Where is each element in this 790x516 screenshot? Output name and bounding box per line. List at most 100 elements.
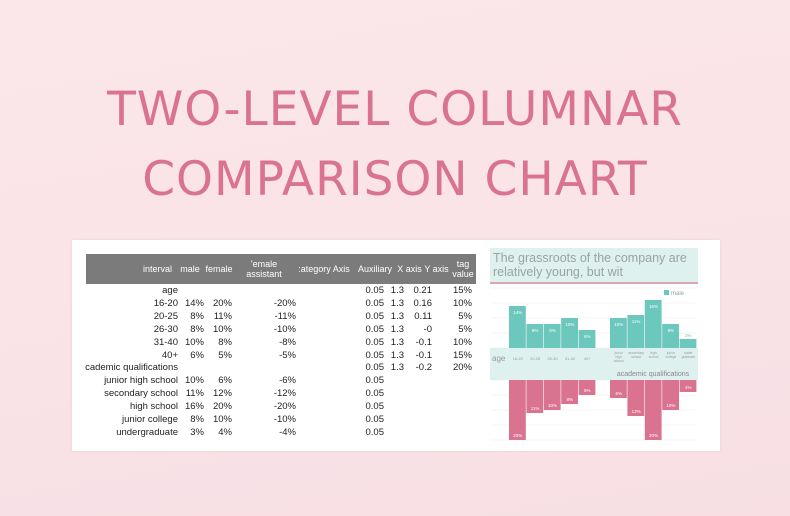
table-cell: 8% [190, 323, 204, 335]
data-label-male: 10% [614, 322, 623, 327]
tick-label: 31-40 [565, 356, 576, 361]
table-cell: 1.3 [390, 310, 404, 322]
table-cell: junior high school [104, 375, 178, 387]
table-cell: 0.05 [365, 310, 385, 322]
table-cell: 31-40 [153, 336, 178, 348]
table-cell: 0.05 [365, 414, 385, 425]
table-cell: 0.05 [365, 349, 385, 361]
data-label-male: 14% [513, 310, 522, 315]
table-cell: 8% [190, 310, 204, 322]
table-row: undergraduate 3% 4% -4% 0.05 [72, 427, 720, 440]
bar-male [509, 306, 526, 348]
data-label-female: 10% [548, 403, 557, 408]
bar-female [561, 380, 578, 404]
table-row: high school 16% 20% -20% 0.05 [72, 401, 720, 414]
table-cell: 20% [212, 401, 232, 413]
table-cell: 1.3 [390, 323, 404, 335]
data-label-male: 8% [668, 328, 675, 333]
table-cell: -0 [423, 323, 432, 335]
header-y-axis: Y axis [424, 264, 449, 274]
header-female-assistant: 'emale assistant [246, 259, 282, 279]
bar-female [679, 380, 697, 392]
data-label-male: 16% [649, 304, 658, 309]
table-cell: 15% [452, 285, 472, 296]
table-cell: -4% [279, 426, 296, 438]
table-cell: -10% [273, 414, 296, 425]
table-cell: 11% [185, 388, 204, 400]
header-category-axis: :ategory Axis [298, 264, 350, 274]
table-cell: -8% [279, 336, 296, 348]
table-cell: 12% [212, 388, 232, 400]
table-row: 26-30 8% 10% -10% 0.05 1.3 -0 5% [72, 324, 720, 337]
data-label-female: 4% [685, 385, 692, 390]
tick-label: 20-25 [530, 356, 541, 361]
chart-title-band: The grassroots of the company are relati… [490, 248, 698, 282]
data-label-female: 8% [567, 397, 574, 402]
table-cell: 0.16 [413, 297, 433, 309]
bar-male [543, 324, 561, 348]
data-label-female: 6% [615, 391, 622, 396]
table-cell: 5% [458, 310, 472, 322]
table-cell: -0.1 [415, 336, 432, 348]
tick-label: under graduate [682, 351, 695, 359]
bar-female [509, 380, 526, 440]
table-cell: age [162, 285, 178, 296]
table-cell: 8% [190, 414, 204, 425]
two-level-column-chart: male age academic qualifications 14% 20% 16-2… [490, 287, 698, 441]
table-cell: -12% [273, 388, 296, 400]
data-label-female: 20% [649, 433, 658, 438]
table-cell: 8% [218, 336, 232, 348]
table-cell: 0.05 [365, 426, 385, 438]
table-cell: 40+ [161, 349, 178, 361]
legend-male: male [671, 291, 685, 297]
tick-label: junior college [666, 351, 677, 359]
bar-female [644, 380, 662, 440]
table-cell: -0.1 [415, 349, 432, 361]
table-cell: 0.05 [365, 401, 385, 413]
tick-label: 40+ [584, 356, 591, 361]
table-row: cademic qualifications 0.05 1.3 -0.2 20% [72, 362, 720, 375]
bar-female [662, 380, 679, 410]
header-interval: interval [142, 264, 172, 274]
bar-male [561, 318, 578, 348]
data-label-male: 8% [532, 328, 539, 333]
table-cell: 10% [184, 375, 204, 387]
table-row: secondary school 11% 12% -12% 0.05 [72, 388, 720, 401]
table-cell: 0.05 [365, 336, 385, 348]
data-label-female: 12% [632, 409, 641, 414]
table-row: age 0.05 1.3 0.21 15% [72, 285, 720, 298]
table-cell: 20-25 [153, 310, 178, 322]
data-label-female: 11% [531, 406, 540, 411]
table-cell: 0.05 [365, 285, 385, 296]
page-title-line1: TWO-LEVEL COLUMNAR [107, 82, 683, 137]
table-row: junior high school 10% 6% -6% 0.05 [72, 375, 720, 388]
bar-female [627, 380, 645, 416]
header-male: male [180, 264, 200, 274]
data-label-male: 11% [632, 319, 641, 324]
header-auxiliary: Auxiliary [357, 264, 392, 274]
table-cell: secondary school [104, 388, 178, 400]
table-cell: 10% [212, 414, 232, 425]
table-cell: 10% [452, 297, 472, 309]
bar-male [644, 300, 662, 348]
table-cell: 0.21 [413, 285, 433, 296]
data-label-male: 8% [549, 328, 556, 333]
bar-male [679, 339, 697, 348]
bar-female [610, 380, 627, 398]
table-cell: -0.2 [415, 362, 432, 374]
data-label-male: 3% [685, 333, 692, 338]
bar-male [610, 318, 627, 348]
data-label-female: 10% [666, 403, 675, 408]
bar-female [543, 380, 561, 410]
table-row: junior college 8% 10% -10% 0.05 [72, 414, 720, 427]
table-cell: 15% [452, 349, 472, 361]
bar-female [578, 380, 596, 395]
table-cell: high school [129, 401, 178, 413]
table-cell: -10% [273, 323, 296, 335]
table-cell: -5% [279, 349, 296, 361]
table-cell: 10% [452, 336, 472, 348]
table-cell: 5% [458, 323, 472, 335]
category-axis-band [490, 348, 698, 380]
table-cell: 0.11 [414, 310, 432, 322]
data-label-female: 5% [584, 388, 591, 393]
